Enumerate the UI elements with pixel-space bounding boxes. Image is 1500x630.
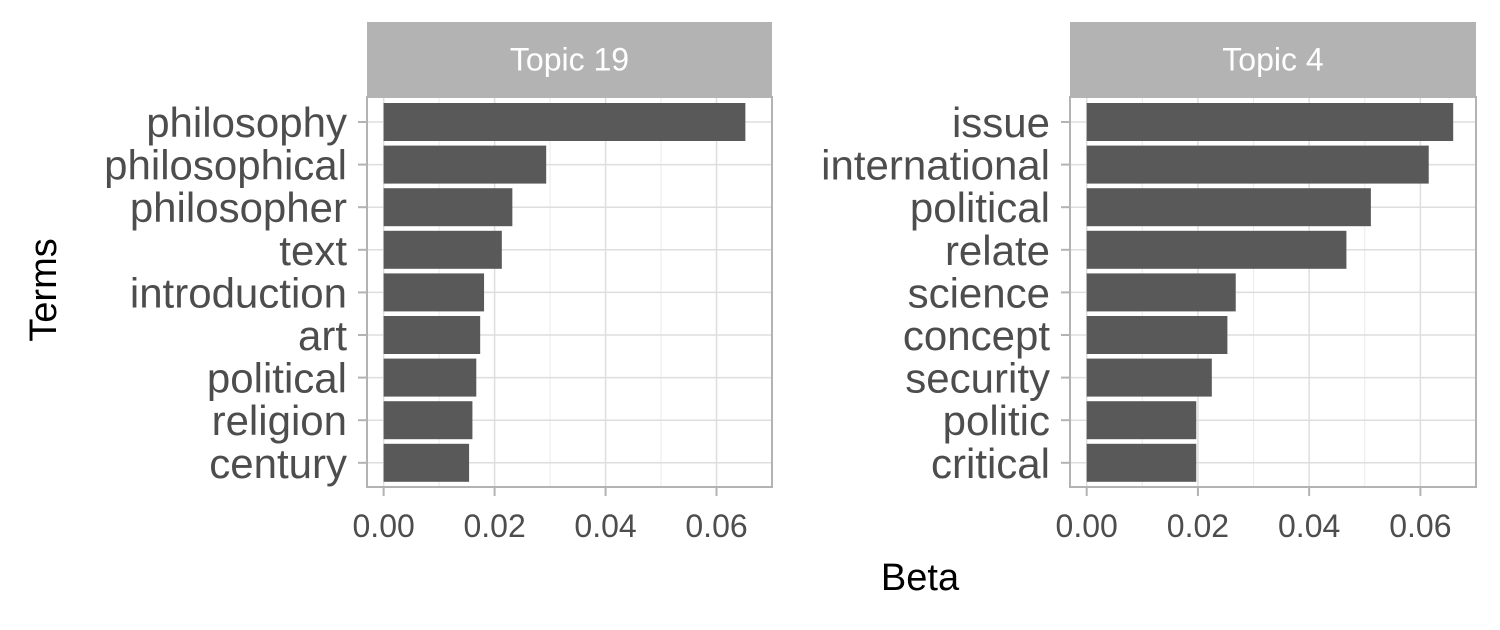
bar [383, 188, 513, 227]
bar [1086, 103, 1454, 141]
y-tick-label: security [905, 355, 1050, 402]
bar [1086, 273, 1236, 312]
x-tick-label: 0.02 [1167, 508, 1229, 544]
y-tick-label: politic [943, 397, 1050, 444]
bar [383, 316, 481, 354]
y-tick-label: relate [945, 227, 1050, 274]
y-tick-label: introduction [130, 269, 347, 316]
y-tick-label: philosopher [130, 184, 347, 231]
facet-strip-title: Topic 19 [510, 42, 629, 78]
y-tick-label: philosophy [146, 99, 347, 146]
facet-strip [1070, 22, 1476, 97]
x-tick-label: 0.04 [574, 508, 636, 544]
bar [383, 358, 477, 397]
bar [383, 443, 470, 482]
x-tick-label: 0.06 [685, 508, 747, 544]
x-tick-label: 0.00 [353, 508, 415, 544]
y-tick-label: text [279, 227, 347, 274]
y-tick-label: critical [931, 440, 1050, 487]
y-tick-label: international [821, 142, 1050, 189]
facet-panels: Topic 19 philosophyphilosophicalphilosoph… [104, 22, 1477, 544]
x-tick-label: 0.02 [463, 508, 525, 544]
facet-strip [367, 22, 772, 97]
bar [383, 145, 547, 184]
y-tick-label: issue [952, 99, 1050, 146]
bar [1086, 188, 1371, 227]
y-tick-label: political [910, 184, 1050, 231]
bar [1086, 443, 1197, 482]
bar [1086, 230, 1347, 269]
y-tick-label: concept [903, 312, 1050, 359]
x-tick-label: 0.06 [1389, 508, 1451, 544]
x-tick-label: 0.04 [1278, 508, 1340, 544]
bar [383, 401, 473, 440]
y-tick-label: philosophical [104, 142, 347, 189]
bar [1086, 358, 1212, 397]
y-tick-label: art [298, 312, 347, 359]
y-tick-label: political [207, 355, 347, 402]
bar [383, 103, 746, 141]
bar [1086, 145, 1429, 184]
x-axis-title: Beta [881, 557, 960, 599]
facet-panel: Topic 19 philosophyphilosophicalphilosoph… [104, 22, 773, 544]
y-tick-label: science [908, 269, 1050, 316]
facet-strip-title: Topic 4 [1222, 42, 1323, 78]
bar [1086, 316, 1228, 354]
bar [1086, 401, 1197, 440]
y-tick-label: century [209, 440, 347, 487]
facet-panel: Topic 4 issueinternationalpoliticalrelate… [821, 22, 1477, 544]
bar [383, 230, 502, 269]
bar [383, 273, 485, 312]
x-tick-label: 0.00 [1056, 508, 1118, 544]
y-axis-title: Terms [23, 238, 65, 341]
y-tick-label: religion [212, 397, 347, 444]
